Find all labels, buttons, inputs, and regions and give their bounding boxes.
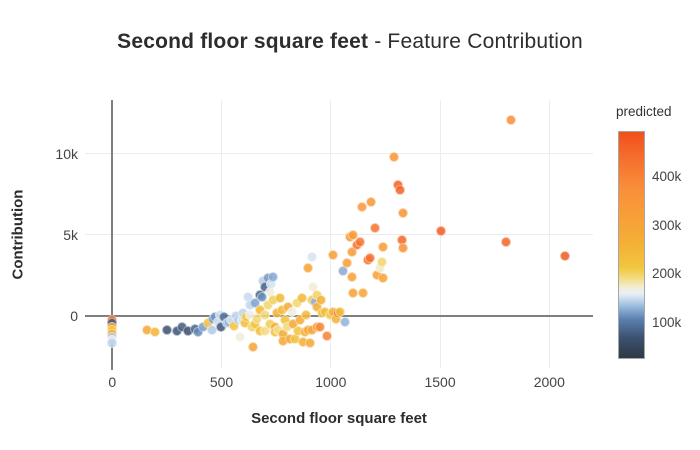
gridline-x-500 — [221, 100, 223, 368]
scatter-point[interactable] — [398, 242, 409, 253]
x-tick-label-1500: 1500 — [424, 374, 456, 390]
scatter-point[interactable] — [395, 184, 406, 195]
scatter-point[interactable] — [378, 272, 389, 283]
gridline-x-1000 — [330, 100, 332, 368]
scatter-point[interactable] — [347, 246, 358, 257]
x-tick-label-2000: 2000 — [533, 374, 565, 390]
chart-title-suffix: - Feature Contribution — [368, 30, 583, 53]
scatter-point[interactable] — [377, 256, 388, 267]
scatter-point[interactable] — [107, 338, 118, 349]
scatter-point[interactable] — [340, 316, 351, 327]
colorbar-tick-100k: 100k — [652, 314, 682, 330]
colorbar-title: predicted — [616, 104, 672, 119]
scatter-point[interactable] — [260, 309, 271, 320]
scatter-point[interactable] — [357, 201, 368, 212]
scatter-point[interactable] — [303, 262, 314, 273]
gridline-x-2000 — [548, 100, 550, 368]
colorbar-tick-400k: 400k — [652, 169, 682, 185]
scatter-point[interactable] — [268, 271, 279, 282]
scatter-point[interactable] — [389, 152, 400, 163]
scatter-point[interactable] — [355, 236, 366, 247]
scatter-point[interactable] — [335, 306, 346, 317]
scatter-point[interactable] — [307, 251, 318, 262]
x-tick-label-500: 500 — [209, 374, 234, 390]
scatter-point[interactable] — [347, 271, 358, 282]
scatter-point[interactable] — [297, 292, 308, 303]
scatter-point[interactable] — [255, 304, 266, 315]
scatter-point[interactable] — [501, 236, 512, 247]
scatter-point[interactable] — [378, 241, 389, 252]
scatter-point[interactable] — [348, 229, 359, 240]
y-tick-label-10k: 10k — [55, 145, 78, 162]
plot-area[interactable] — [85, 100, 593, 370]
scatter-point[interactable] — [275, 292, 286, 303]
scatter-point[interactable] — [322, 331, 333, 342]
scatter-point[interactable] — [358, 287, 369, 298]
colorbar-gradient — [618, 131, 645, 359]
scatter-point[interactable] — [316, 294, 327, 305]
scatter-point[interactable] — [235, 332, 246, 343]
scatter-point[interactable] — [287, 306, 298, 317]
x-tick-label-0: 0 — [108, 374, 117, 390]
scatter-point[interactable] — [506, 115, 517, 126]
gridline-y-10000 — [85, 153, 593, 155]
scatter-point[interactable] — [560, 250, 571, 261]
scatter-point[interactable] — [301, 309, 312, 320]
x-tick-label-1000: 1000 — [315, 374, 347, 390]
scatter-point[interactable] — [162, 325, 173, 336]
chart-title-feature: Second floor square feet — [117, 30, 369, 53]
scatter-point[interactable] — [260, 326, 271, 337]
scatter-point[interactable] — [257, 291, 268, 302]
y-tick-label-5k: 5k — [63, 226, 78, 243]
scatter-point[interactable] — [315, 321, 326, 332]
scatter-point[interactable] — [366, 196, 377, 207]
scatter-point[interactable] — [250, 297, 261, 308]
x-axis-title: Second floor square feet — [251, 410, 427, 427]
x-zeroline — [111, 100, 114, 370]
scatter-point[interactable] — [436, 225, 447, 236]
colorbar-tick-300k: 300k — [652, 217, 682, 233]
scatter-point[interactable] — [398, 207, 409, 218]
scatter-point[interactable] — [328, 249, 339, 260]
y-tick-label-0: 0 — [70, 308, 78, 325]
scatter-point[interactable] — [348, 287, 359, 298]
scatter-point[interactable] — [305, 338, 316, 349]
scatter-point[interactable] — [150, 327, 161, 338]
chart-title: Second floor square feet - Feature Contr… — [0, 30, 700, 54]
scatter-point[interactable] — [342, 257, 353, 268]
scatter-point[interactable] — [365, 252, 376, 263]
colorbar-tick-200k: 200k — [652, 266, 682, 282]
scatter-point[interactable] — [370, 222, 381, 233]
scatter-point[interactable] — [248, 342, 259, 353]
gridline-y-5000 — [85, 234, 593, 236]
